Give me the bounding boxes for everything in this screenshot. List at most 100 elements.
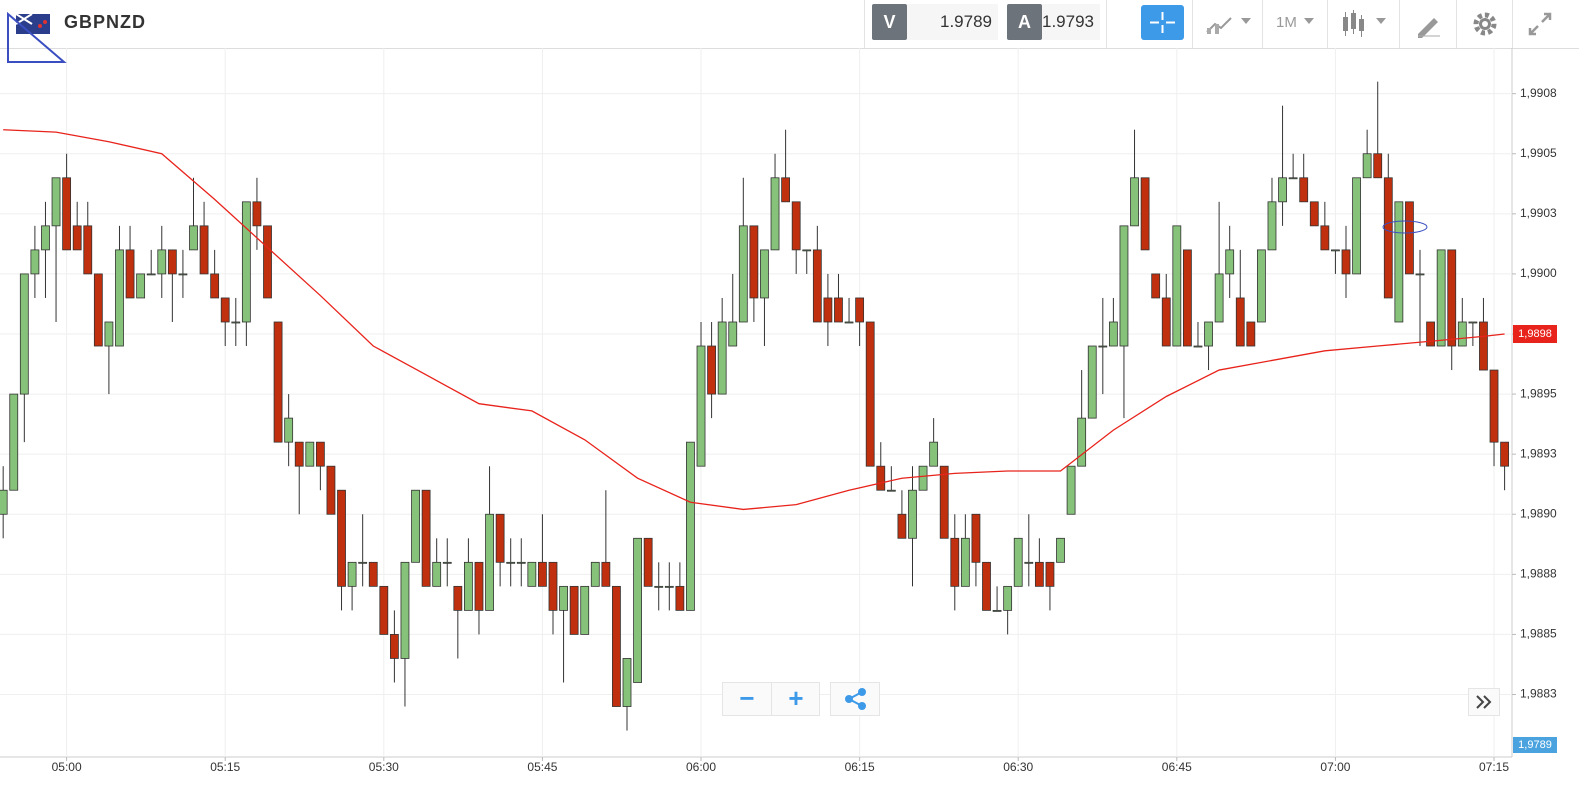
scroll-end-button[interactable] bbox=[1468, 688, 1500, 716]
candle-type-button[interactable] bbox=[1340, 10, 1390, 38]
candle-body bbox=[929, 441, 939, 467]
candle-body bbox=[918, 465, 928, 491]
candle-body bbox=[1299, 177, 1309, 203]
last-marker-label: 1,9898 bbox=[1518, 328, 1552, 340]
candle-body bbox=[146, 273, 156, 276]
candle-body bbox=[337, 489, 346, 587]
y-tick-label: 1,9890 bbox=[1520, 506, 1557, 520]
last-marker bbox=[1513, 325, 1557, 344]
candle-body bbox=[1151, 273, 1161, 299]
candle-body bbox=[210, 273, 220, 299]
candle-body bbox=[326, 465, 336, 515]
candle-body bbox=[791, 201, 801, 251]
candle-body bbox=[897, 513, 907, 539]
candle-body bbox=[1415, 273, 1425, 276]
candle-body bbox=[696, 345, 706, 467]
candle-body bbox=[569, 585, 579, 635]
candle-body bbox=[252, 201, 262, 227]
candle-body bbox=[1024, 561, 1034, 564]
candle-body bbox=[30, 249, 40, 275]
candle-body bbox=[0, 489, 8, 515]
candle-body bbox=[1468, 321, 1478, 324]
candle-body bbox=[939, 465, 949, 539]
candle-body bbox=[865, 321, 875, 467]
candle-body bbox=[1331, 249, 1340, 252]
candle-body bbox=[421, 489, 431, 587]
candle-body bbox=[770, 177, 780, 251]
candle-body bbox=[432, 561, 442, 587]
candle-body bbox=[1013, 537, 1023, 587]
zoom-in[interactable]: + bbox=[788, 683, 804, 713]
bid-label[interactable]: V bbox=[872, 4, 907, 40]
ask-value[interactable]: 1.9793 bbox=[1042, 4, 1100, 40]
crosshair-button[interactable] bbox=[1141, 5, 1184, 40]
bid-value[interactable]: 1.9789 bbox=[907, 4, 998, 40]
candle-body bbox=[411, 489, 420, 563]
settings-button[interactable] bbox=[1471, 10, 1499, 38]
candle-body bbox=[347, 561, 357, 587]
zoom-out[interactable]: − bbox=[723, 683, 772, 715]
draw-button[interactable] bbox=[1414, 10, 1442, 38]
candle-body bbox=[1457, 321, 1467, 347]
candle-body bbox=[686, 441, 695, 611]
candle-body bbox=[1447, 249, 1457, 347]
y-tick-label: 1,9900 bbox=[1520, 266, 1557, 280]
x-tick-label: 06:00 bbox=[686, 760, 716, 774]
candle-body bbox=[1352, 177, 1361, 275]
candle-body bbox=[231, 321, 241, 324]
candle-body bbox=[1479, 321, 1488, 371]
candle-body bbox=[220, 297, 230, 323]
chart-type-button[interactable] bbox=[1205, 12, 1253, 36]
candle-body bbox=[62, 177, 72, 251]
candle-body bbox=[1362, 153, 1372, 179]
candle-body bbox=[72, 225, 82, 251]
candle-body bbox=[908, 489, 917, 539]
candle-body bbox=[876, 465, 886, 491]
y-tick-label: 1,9895 bbox=[1520, 386, 1557, 400]
candle-body bbox=[1077, 417, 1087, 467]
candle-body bbox=[516, 561, 526, 564]
candle-body bbox=[1341, 249, 1351, 275]
candle-body bbox=[273, 321, 283, 443]
candle-body bbox=[738, 225, 748, 323]
share-button[interactable] bbox=[830, 682, 880, 716]
candle-body bbox=[368, 561, 378, 587]
candle-body bbox=[960, 537, 970, 587]
candle-body bbox=[453, 585, 463, 611]
candle-body bbox=[294, 441, 304, 467]
candle-body bbox=[1405, 201, 1414, 275]
y-tick-label: 1,9893 bbox=[1520, 446, 1557, 460]
candle-body bbox=[157, 249, 167, 275]
candle-body bbox=[189, 225, 198, 251]
fullscreen-button[interactable] bbox=[1526, 10, 1554, 38]
x-tick-label: 07:15 bbox=[1479, 760, 1509, 774]
candle-body bbox=[1436, 249, 1446, 347]
ellipse-annotation bbox=[1382, 220, 1428, 234]
ask-label[interactable]: A bbox=[1007, 4, 1042, 40]
candle-body bbox=[1383, 177, 1393, 299]
candle-body bbox=[802, 249, 812, 252]
y-tick-label: 1,9908 bbox=[1520, 86, 1557, 100]
candle-body bbox=[675, 585, 685, 611]
candle-body bbox=[241, 201, 251, 323]
candle-body bbox=[495, 513, 505, 563]
candle-body bbox=[1288, 177, 1298, 180]
candle-body bbox=[1056, 537, 1065, 563]
candle-body bbox=[1204, 321, 1213, 347]
moving-average bbox=[3, 129, 1505, 511]
candle-body bbox=[379, 585, 389, 635]
candle-body bbox=[664, 585, 674, 588]
candle-body bbox=[971, 513, 981, 563]
y-tick-label: 1,9903 bbox=[1520, 206, 1557, 220]
y-tick-label: 1,9883 bbox=[1520, 687, 1557, 701]
candle-body bbox=[844, 321, 854, 324]
timeframe[interactable]: 1M bbox=[1276, 14, 1297, 31]
x-tick-label: 05:45 bbox=[527, 760, 557, 774]
candle-body bbox=[601, 561, 611, 587]
dropdown bbox=[1304, 18, 1314, 24]
candle-body bbox=[1108, 321, 1118, 347]
candle-body bbox=[93, 273, 103, 347]
candle-body bbox=[707, 345, 716, 395]
